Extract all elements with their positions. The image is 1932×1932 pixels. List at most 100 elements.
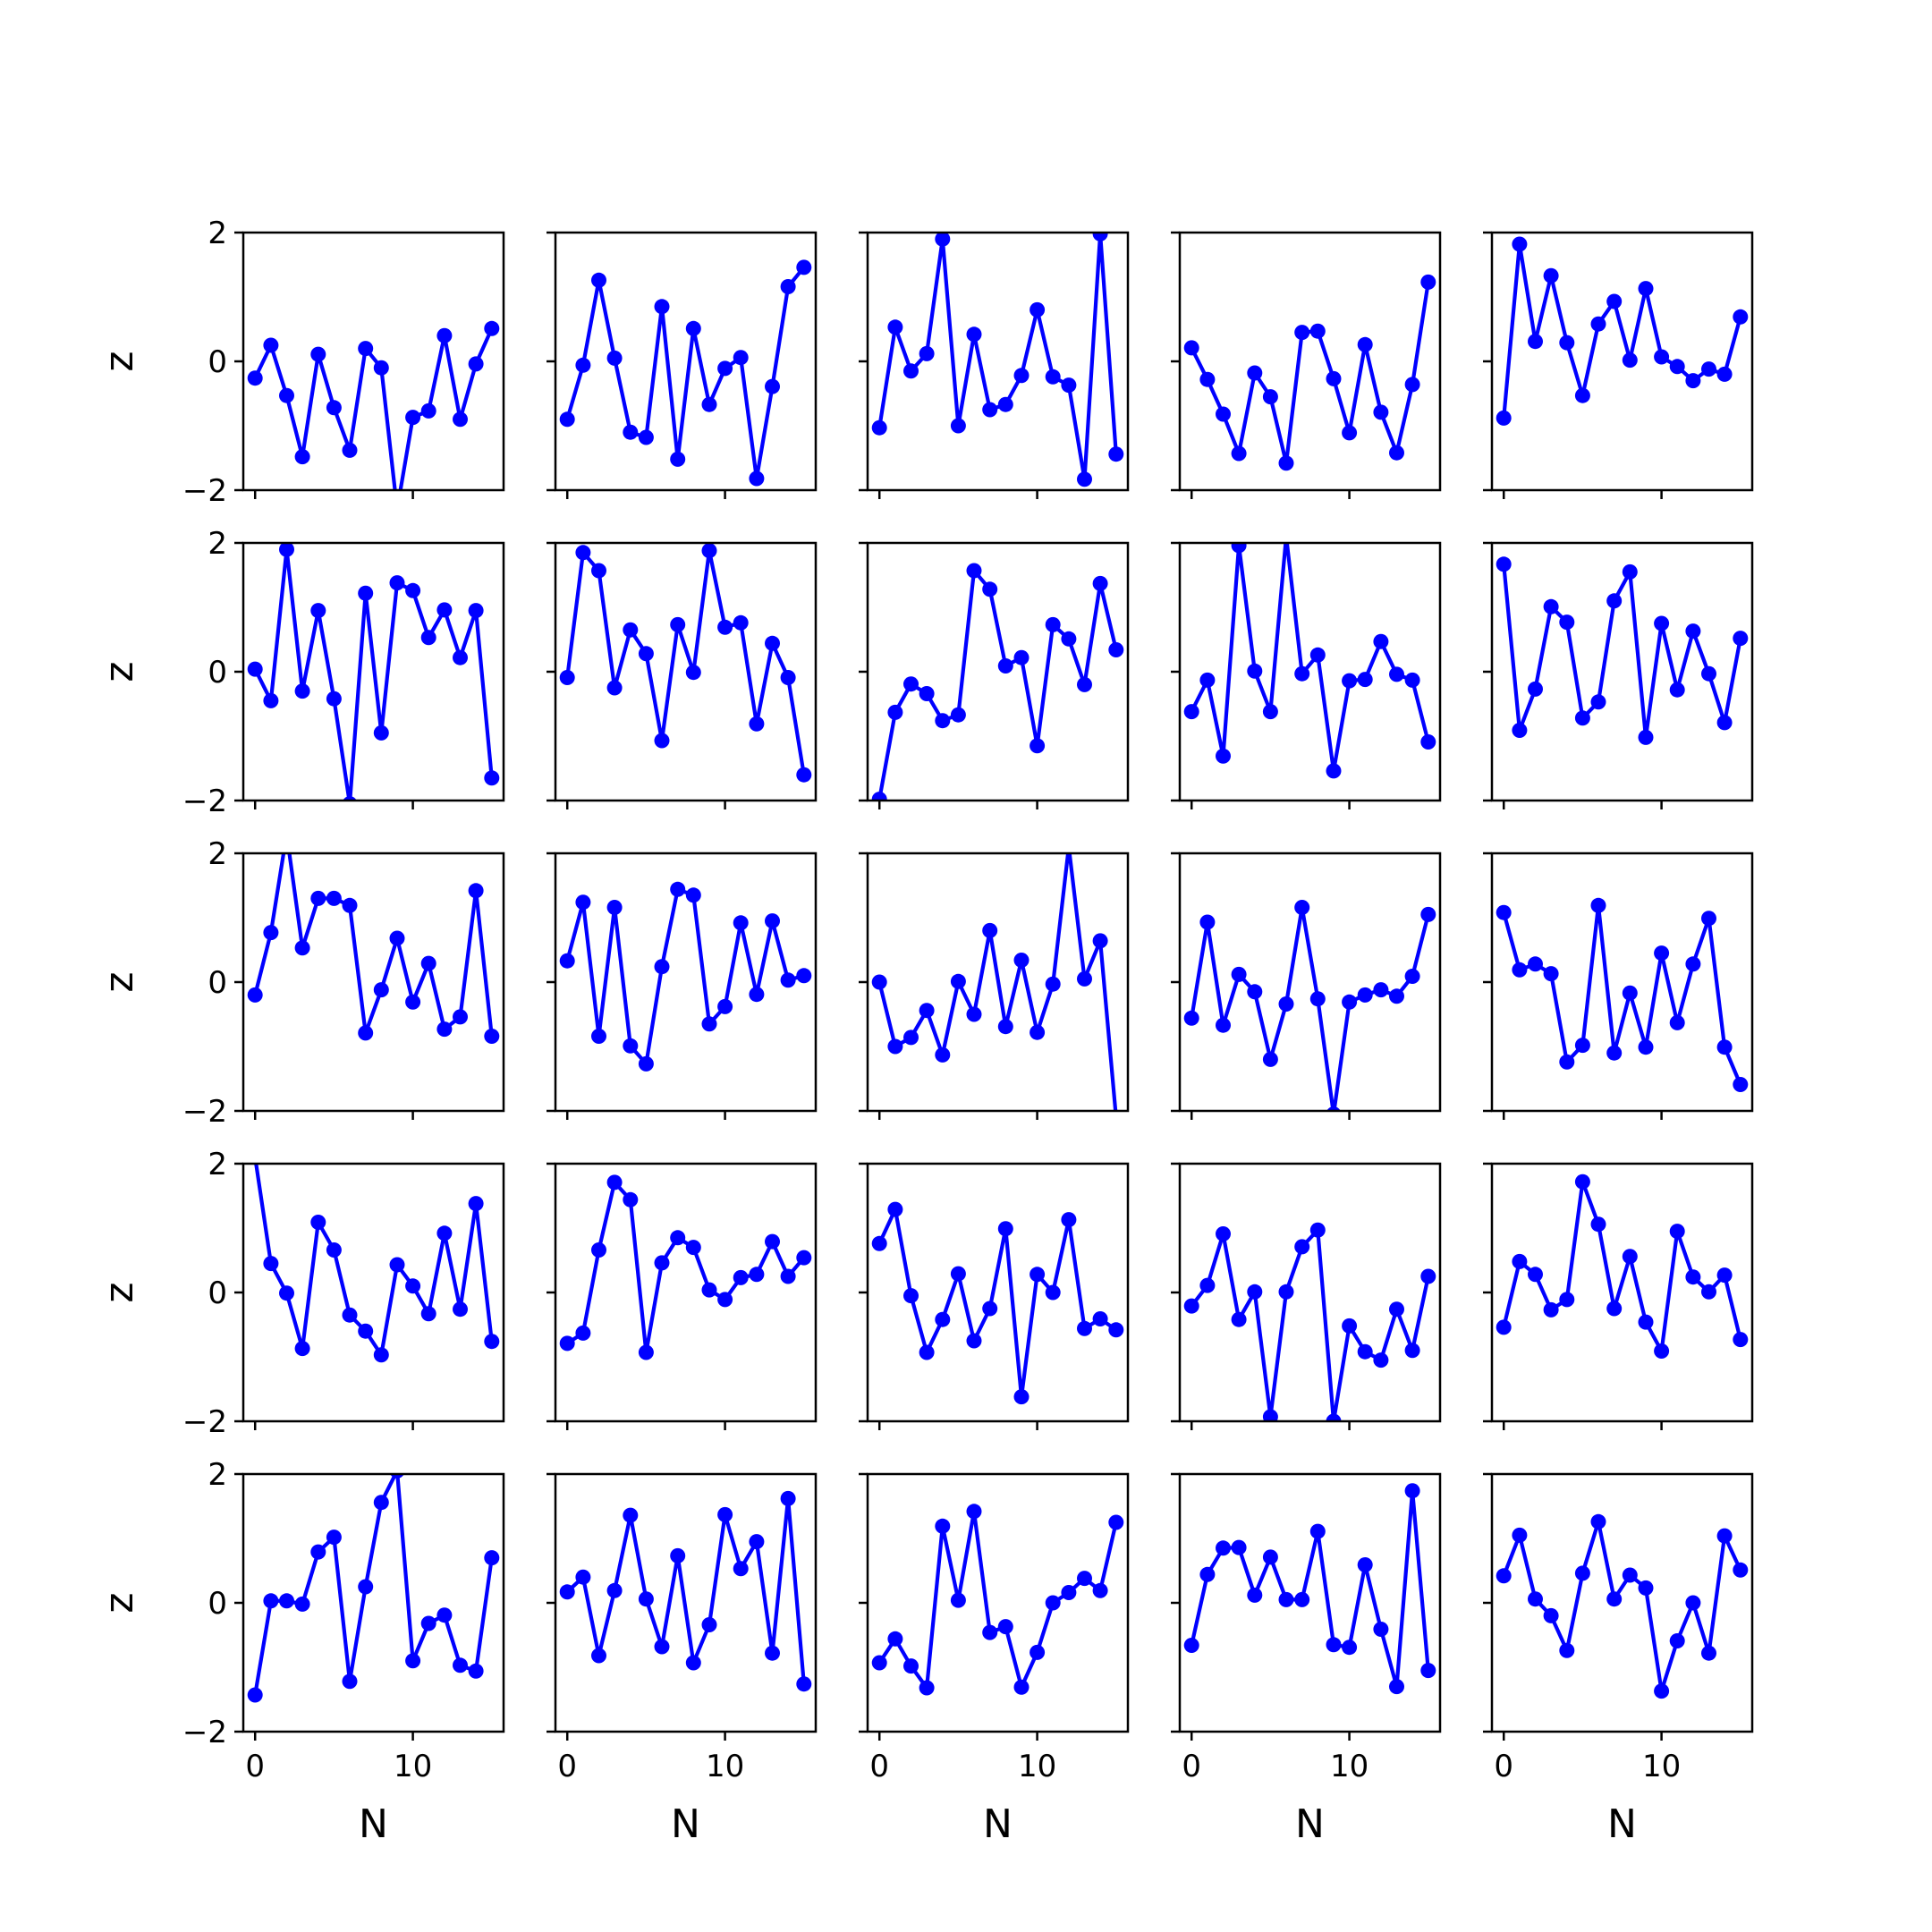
data-point: [1278, 996, 1294, 1012]
data-point: [950, 707, 966, 723]
data-point: [484, 1029, 500, 1044]
data-point: [1278, 1591, 1294, 1607]
data-point: [358, 585, 374, 601]
data-point: [1294, 665, 1310, 682]
data-point: [780, 1268, 796, 1284]
series-line: [1190, 282, 1430, 465]
data-point: [575, 545, 591, 561]
data-point: [1373, 982, 1389, 998]
data-layer: [871, 853, 1121, 1111]
series-line: [565, 548, 806, 775]
data-point: [1013, 368, 1030, 384]
data-point: [1543, 966, 1559, 982]
data-point: [1077, 676, 1092, 692]
data-point: [1092, 575, 1108, 591]
data-layer: [247, 320, 500, 490]
series-line: [253, 327, 494, 490]
data-point: [591, 1648, 606, 1664]
data-point: [623, 424, 639, 440]
data-point: [390, 1474, 404, 1479]
data-point: [685, 1655, 701, 1671]
data-point: [1373, 1352, 1389, 1368]
subplot-3-3: [859, 852, 1130, 1120]
data-point: [1045, 1595, 1061, 1611]
data-point: [1528, 1267, 1543, 1283]
data-point: [420, 1306, 436, 1322]
data-point: [717, 1292, 733, 1308]
data-point: [1231, 543, 1247, 554]
data-point: [871, 792, 887, 801]
data-layer: [1183, 543, 1436, 779]
y-tick-label: 0: [208, 1586, 227, 1622]
data-point: [1013, 1679, 1030, 1695]
x-tick-label: 0: [1494, 1749, 1513, 1784]
data-point: [919, 1003, 935, 1019]
data-point: [670, 881, 686, 897]
x-tick-label: 0: [557, 1749, 577, 1784]
data-point: [342, 442, 358, 458]
data-point: [1030, 301, 1046, 318]
subplot-5-5: 0 10N: [1483, 1472, 1754, 1847]
data-point: [749, 987, 765, 1003]
data-point: [420, 1615, 436, 1631]
data-point: [420, 630, 436, 646]
data-point: [1389, 1301, 1404, 1318]
data-point: [263, 1593, 279, 1609]
series-line: [1502, 564, 1742, 740]
data-point: [1357, 1343, 1373, 1360]
data-point: [1357, 336, 1373, 352]
data-point: [670, 616, 686, 632]
data-point: [1077, 1571, 1092, 1587]
series-line: [566, 1180, 806, 1355]
data-layer: [1496, 236, 1749, 426]
data-point: [1389, 1679, 1404, 1695]
data-point: [919, 1344, 935, 1360]
data-point: [1092, 233, 1108, 242]
axes-frame: [554, 1162, 818, 1423]
data-point: [1716, 1039, 1733, 1055]
data-point: [638, 646, 654, 662]
data-point: [796, 968, 812, 984]
data-point: [1061, 377, 1077, 394]
data-layer: [871, 233, 1124, 487]
data-point: [1654, 349, 1670, 365]
data-point: [1528, 681, 1543, 697]
series-line: [254, 1164, 494, 1357]
data-point: [935, 233, 951, 247]
data-point: [997, 1619, 1013, 1635]
data-point: [1309, 1523, 1326, 1539]
data-point: [1733, 1332, 1749, 1348]
data-point: [1496, 410, 1512, 426]
data-point: [1685, 956, 1701, 972]
x-tick-label: 10: [1330, 1749, 1368, 1784]
subplot-4-4: [1171, 1162, 1442, 1430]
data-point: [247, 1687, 263, 1703]
data-point: [358, 1579, 374, 1595]
data-point: [1108, 1322, 1124, 1338]
subplot-5-2: 0 10N: [547, 1472, 818, 1847]
data-point: [796, 767, 812, 783]
data-point: [1247, 1284, 1263, 1300]
data-point: [1216, 1017, 1231, 1033]
data-point: [436, 1225, 453, 1241]
data-point: [1638, 281, 1654, 297]
data-point: [484, 320, 500, 336]
data-point: [326, 691, 342, 707]
series-line: [877, 1509, 1118, 1690]
data-point: [997, 1221, 1013, 1237]
data-point: [575, 894, 591, 911]
data-point: [1309, 1222, 1326, 1238]
data-point: [1061, 631, 1077, 647]
data-layer: [559, 543, 812, 783]
data-point: [294, 449, 310, 465]
data-point: [484, 1550, 500, 1566]
data-point: [1342, 1318, 1358, 1334]
data-point: [1420, 734, 1436, 750]
data-point: [1574, 710, 1590, 726]
data-point: [1420, 1268, 1436, 1284]
data-layer: [247, 543, 500, 801]
data-layer: [1183, 900, 1436, 1111]
data-point: [1294, 325, 1310, 341]
data-point: [1606, 1591, 1623, 1607]
y-tick-label: 0: [208, 965, 227, 1001]
